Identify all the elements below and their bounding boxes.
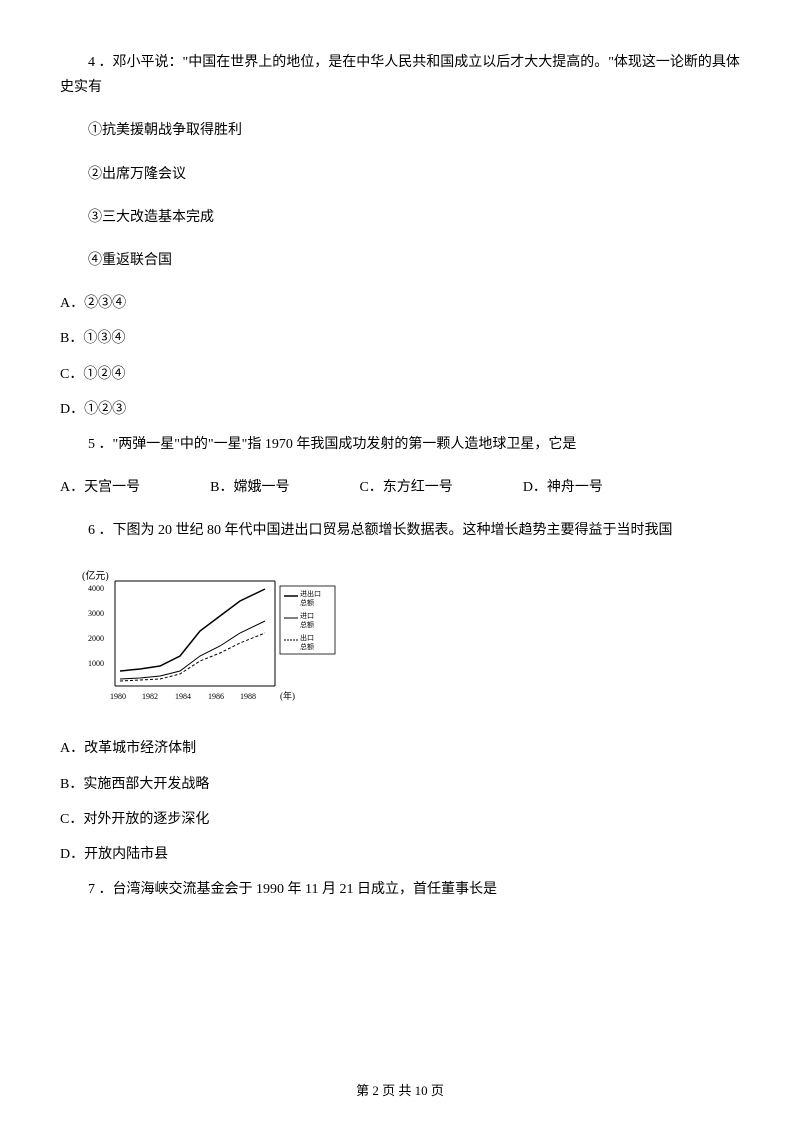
q6-option-b: B．实施西部大开发战略 [60,772,740,797]
svg-text:1980: 1980 [110,692,126,701]
q4-option-a: A．②③④ [60,291,740,316]
q4-item-3: ③三大改造基本完成 [60,205,740,230]
chart-container: (亿元) 4000 3000 2000 1000 1980 1982 1984 … [80,561,740,711]
page-footer: 第 2 页 共 10 页 [0,1079,800,1102]
question-5: 5 ．"两弹一星"中的"一星"指 1970 年我国成功发射的第一颗人造地球卫星，… [60,432,740,457]
q4-item-1: ①抗美援朝战争取得胜利 [60,118,740,143]
q4-option-b: B．①③④ [60,326,740,351]
q6-option-c: C．对外开放的逐步深化 [60,807,740,832]
svg-text:1982: 1982 [142,692,158,701]
question-6: 6 ．下图为 20 世纪 80 年代中国进出口贸易总额增长数据表。这种增长趋势主… [60,518,740,543]
question-4: 4 ．邓小平说："中国在世界上的地位，是在中华人民共和国成立以后才大大提高的。"… [60,50,740,100]
q5-option-c: C．东方红一号 [359,475,452,500]
q4-option-c: C．①②④ [60,362,740,387]
svg-text:总额: 总额 [300,620,314,629]
svg-text:1984: 1984 [175,692,191,701]
svg-text:3000: 3000 [88,609,104,618]
svg-text:1986: 1986 [208,692,224,701]
q5-option-a: A．天宫一号 [60,475,140,500]
svg-text:出口: 出口 [300,633,314,642]
svg-text:(年): (年) [280,690,295,701]
q6-option-d: D．开放内陆市县 [60,842,740,867]
svg-text:进口: 进口 [300,612,314,620]
svg-text:4000: 4000 [88,584,104,593]
svg-text:总额: 总额 [300,642,314,651]
svg-text:进出口: 进出口 [300,589,321,598]
q4-item-2: ②出席万隆会议 [60,162,740,187]
q5-option-d: D．神舟一号 [523,475,603,500]
svg-text:总额: 总额 [300,598,314,607]
y-axis-label: (亿元) [82,569,109,582]
trade-chart: (亿元) 4000 3000 2000 1000 1980 1982 1984 … [80,561,340,711]
q6-option-a: A．改革城市经济体制 [60,736,740,761]
svg-text:1000: 1000 [88,659,104,668]
q5-option-b: B．嫦娥一号 [210,475,289,500]
svg-text:2000: 2000 [88,634,104,643]
q4-item-4: ④重返联合国 [60,248,740,273]
q4-option-d: D．①②③ [60,397,740,422]
svg-text:1988: 1988 [240,692,256,701]
q5-options: A．天宫一号 B．嫦娥一号 C．东方红一号 D．神舟一号 [60,475,740,500]
question-7: 7 ．台湾海峡交流基金会于 1990 年 11 月 21 日成立，首任董事长是 [60,877,740,902]
